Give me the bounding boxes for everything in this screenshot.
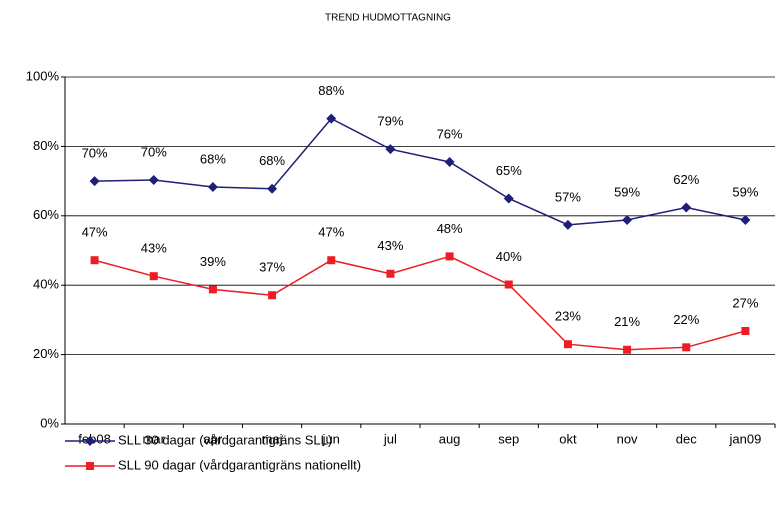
data-label: 62% (673, 172, 699, 187)
x-tick-label: jul (383, 431, 397, 446)
point (208, 285, 217, 294)
data-label: 47% (82, 225, 108, 240)
data-label: 37% (259, 260, 285, 275)
data-label: 43% (377, 238, 403, 253)
data-label: 68% (259, 153, 285, 168)
data-label: 48% (437, 221, 463, 236)
y-tick-label: 60% (33, 207, 59, 222)
point (444, 157, 455, 168)
point (385, 144, 396, 155)
data-label: 70% (82, 146, 108, 161)
data-label: 57% (555, 189, 581, 204)
point (563, 340, 572, 349)
data-label: 40% (496, 249, 522, 264)
data-label: 79% (377, 114, 403, 129)
data-label: 22% (673, 312, 699, 327)
y-tick-label: 80% (33, 138, 59, 153)
data-label: 43% (141, 241, 167, 256)
x-tick-label: okt (559, 431, 577, 446)
y-tick-label: 0% (40, 415, 59, 430)
data-label: 88% (318, 83, 344, 98)
point (327, 256, 336, 265)
data-label: 23% (555, 309, 581, 324)
data-label: 65% (496, 163, 522, 178)
point (740, 214, 751, 225)
x-tick-label: nov (617, 431, 638, 446)
data-label: 59% (614, 184, 640, 199)
x-tick-label: apr (204, 431, 223, 446)
point (148, 175, 159, 186)
data-label: 68% (200, 151, 226, 166)
point (503, 193, 514, 204)
point (623, 345, 632, 354)
y-tick-label: 100% (26, 68, 60, 83)
y-tick-label: 40% (33, 277, 59, 292)
point (622, 214, 633, 225)
x-tick-label: dec (676, 431, 697, 446)
point (386, 269, 395, 278)
point (445, 252, 454, 261)
point (741, 327, 750, 336)
series-line (94, 255, 746, 351)
data-label: 59% (732, 184, 758, 199)
x-tick-label: aug (439, 431, 461, 446)
x-tick-label: mar (143, 431, 166, 446)
point (89, 176, 100, 187)
x-tick-label: jun (322, 431, 340, 446)
point (85, 436, 95, 446)
point (207, 181, 218, 192)
data-label: 27% (732, 295, 758, 310)
data-label: 76% (437, 126, 463, 141)
y-tick-label: 20% (33, 346, 59, 361)
chart-title: TREND HUDMOTTAGNING (325, 13, 451, 24)
point (149, 272, 158, 281)
point (562, 219, 573, 230)
point (86, 462, 94, 470)
point (682, 343, 691, 352)
point (326, 113, 337, 124)
x-tick-label: feb08 (78, 431, 111, 446)
legend-label: SLL 30 dagar (vårdgarantigräns SLL) (118, 432, 332, 447)
data-label: 70% (141, 144, 167, 159)
point (681, 202, 692, 213)
x-tick-label: sep (498, 431, 519, 446)
data-label: 21% (614, 314, 640, 329)
legend-label: SLL 90 dagar (vårdgarantigräns nationell… (118, 457, 361, 472)
data-label: 39% (200, 254, 226, 269)
x-tick-label: jan09 (729, 431, 762, 446)
x-tick-label: maj (262, 431, 283, 446)
point (90, 256, 99, 265)
series-line (94, 117, 746, 226)
point (268, 291, 277, 300)
point (504, 280, 513, 289)
data-label: 47% (318, 225, 344, 240)
point (267, 183, 278, 194)
